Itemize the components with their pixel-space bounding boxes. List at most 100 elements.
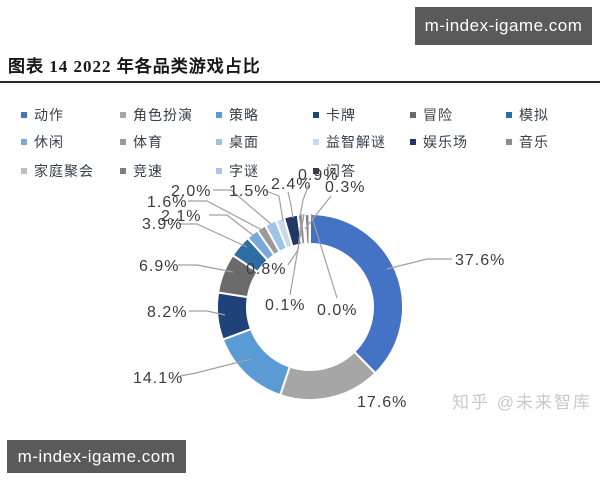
legend-label: 桌面 — [229, 134, 259, 150]
percent-label-模拟: 3.9% — [142, 216, 182, 233]
donut-segment-益智解谜 — [274, 216, 294, 250]
legend-marker — [216, 112, 222, 118]
leader-line-益智解谜 — [265, 190, 284, 222]
legend-item-冒险: 冒险 — [410, 106, 453, 124]
legend-label: 冒险 — [423, 107, 453, 123]
legend-marker — [120, 139, 126, 145]
legend-marker — [21, 112, 27, 118]
legend-item-体育: 体育 — [120, 133, 163, 151]
watermark-top: m-index-igame.com — [415, 7, 592, 45]
legend-marker — [21, 168, 27, 174]
leader-line-动作 — [386, 258, 452, 270]
legend-label: 家庭聚会 — [34, 163, 94, 179]
legend-item-家庭聚会: 家庭聚会 — [21, 162, 94, 180]
legend-label: 音乐 — [519, 134, 549, 150]
legend-label: 动作 — [34, 107, 64, 123]
leader-line-冒险 — [178, 264, 234, 273]
watermark-top-text: m-index-igame.com — [424, 16, 583, 35]
donut-segment-模拟 — [231, 236, 270, 274]
percent-label-角色扮演: 17.6% — [357, 394, 407, 411]
legend-marker — [120, 168, 126, 174]
legend-marker — [506, 112, 512, 118]
legend-label: 问答 — [326, 163, 356, 179]
donut-segment-冒险 — [216, 253, 260, 299]
percent-label-体育: 1.6% — [147, 194, 187, 211]
percent-label-策略: 14.1% — [133, 370, 183, 387]
legend-marker — [21, 139, 27, 145]
title-divider — [0, 81, 600, 83]
percent-label-休闲: 2.1% — [161, 208, 201, 225]
legend-label: 策略 — [229, 107, 259, 123]
legend-item-桌面: 桌面 — [216, 133, 259, 151]
leader-line-体育 — [188, 200, 263, 231]
legend-item-动作: 动作 — [21, 106, 64, 124]
legend-item-模拟: 模拟 — [506, 106, 549, 124]
legend-label: 卡牌 — [326, 107, 356, 123]
legend-label: 益智解谜 — [326, 134, 386, 150]
legend-marker — [216, 168, 222, 174]
leader-line-休闲 — [209, 214, 255, 237]
legend-marker — [506, 139, 512, 145]
leader-line-桌面 — [213, 189, 272, 225]
legend-item-娱乐场: 娱乐场 — [410, 133, 468, 151]
watermark-bottom-text: m-index-igame.com — [17, 446, 176, 466]
percent-label-字谜: 0.1% — [265, 297, 305, 314]
donut-segment-桌面 — [263, 219, 289, 254]
percent-label-动作: 37.6% — [455, 252, 505, 269]
legend-item-字谜: 字谜 — [216, 162, 259, 180]
legend-item-益智解谜: 益智解谜 — [313, 133, 386, 151]
leader-line-卡牌 — [189, 310, 226, 316]
legend-item-问答: 问答 — [313, 162, 356, 180]
percent-label-桌面: 2.0% — [171, 183, 211, 200]
donut-segment-角色扮演 — [278, 350, 377, 401]
leader-line-娱乐场 — [287, 191, 294, 219]
legend-label: 模拟 — [519, 107, 549, 123]
source-watermark: 知乎 @未来智库 — [452, 393, 592, 412]
legend-marker — [313, 139, 319, 145]
leader-line-模拟 — [179, 223, 248, 248]
legend-marker — [313, 112, 319, 118]
legend-item-卡牌: 卡牌 — [313, 106, 356, 124]
donut-segment-策略 — [221, 327, 292, 397]
chart-title: 图表 14 2022 年各品类游戏占比 — [8, 57, 261, 76]
percent-label-竞速: 0.8% — [246, 261, 286, 278]
donut-segment-动作 — [309, 212, 404, 375]
legend-label: 竞速 — [133, 163, 163, 179]
legend-item-竞速: 竞速 — [120, 162, 163, 180]
donut-segment-竞速 — [303, 212, 311, 246]
legend-label: 休闲 — [34, 134, 64, 150]
percent-label-益智解谜: 1.5% — [229, 183, 269, 200]
legend-label: 体育 — [133, 134, 163, 150]
donut-segment-休闲 — [246, 229, 276, 262]
legend-marker — [410, 112, 416, 118]
donut-segment-娱乐场 — [282, 213, 303, 248]
legend-label: 角色扮演 — [133, 107, 193, 123]
legend-marker — [313, 168, 319, 174]
donut-segment-家庭聚会 — [301, 213, 308, 246]
percent-label-娱乐场: 2.4% — [271, 176, 311, 193]
percent-label-问答: 0.0% — [317, 302, 357, 319]
leader-line-策略 — [179, 358, 252, 377]
legend-marker — [216, 139, 222, 145]
donut-segment-音乐 — [296, 213, 307, 246]
leader-line-问答 — [310, 213, 338, 299]
leader-line-家庭聚会 — [304, 195, 332, 230]
watermark-bottom: m-index-igame.com — [7, 440, 186, 473]
percent-label-卡牌: 8.2% — [147, 304, 187, 321]
leader-line-字谜 — [289, 213, 305, 296]
legend-item-音乐: 音乐 — [506, 133, 549, 151]
legend-item-角色扮演: 角色扮演 — [120, 106, 193, 124]
percent-label-冒险: 6.9% — [139, 258, 179, 275]
percent-label-家庭聚会: 0.3% — [325, 179, 365, 196]
donut-segment-字谜 — [308, 212, 311, 246]
legend-marker — [410, 139, 416, 145]
donut-segment-卡牌 — [216, 291, 253, 341]
donut-segment-体育 — [255, 224, 282, 257]
legend-label: 娱乐场 — [423, 134, 468, 150]
leader-line-竞速 — [287, 213, 303, 266]
legend-marker — [120, 112, 126, 118]
legend-item-休闲: 休闲 — [21, 133, 64, 151]
leader-line-音乐 — [299, 183, 310, 217]
legend-label: 字谜 — [229, 163, 259, 179]
